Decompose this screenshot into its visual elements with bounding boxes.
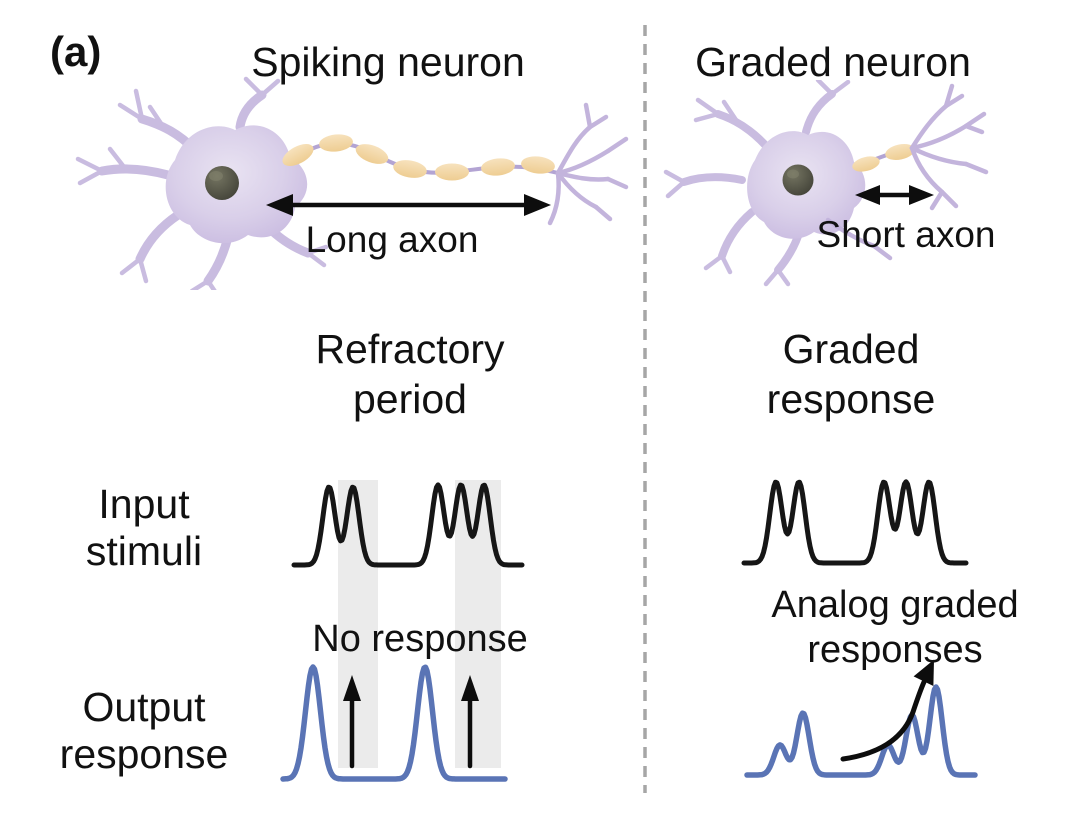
axon-terminal	[825, 83, 989, 261]
output-response-label: Output response	[59, 684, 229, 777]
graded-response-heading: Graded response	[766, 326, 936, 422]
graded-neuron-illustration	[663, 80, 989, 287]
input-stimuli-label: Input stimuli	[85, 481, 203, 574]
dendrites	[663, 80, 851, 287]
input-stimuli-waveform-right	[741, 479, 969, 566]
panel-label: (a)	[50, 28, 102, 75]
short-axon-label: Short axon	[816, 214, 996, 255]
refractory-period-heading: Refractory period	[315, 326, 505, 422]
nucleus-highlight	[787, 169, 799, 179]
no-response-arrow	[343, 675, 361, 769]
short-axon-arrow	[855, 185, 934, 205]
analog-graded-annotation: Analog graded responses	[771, 584, 1019, 671]
no-response-arrow	[461, 675, 479, 769]
myelin-segments	[852, 144, 915, 172]
myelin-segments	[282, 134, 555, 181]
output-response-waveform-left	[280, 664, 508, 782]
output-response-waveform-right	[744, 684, 978, 778]
right-column-title: Graded neuron	[695, 39, 971, 85]
long-axon-label: Long axon	[305, 219, 479, 260]
long-axon-arrow	[266, 194, 551, 216]
graded-annotation-arrow	[840, 659, 935, 762]
spiking-neuron-illustration	[75, 76, 629, 290]
axon-terminal	[547, 102, 629, 226]
no-response-annotation: No response	[312, 618, 528, 660]
nucleus-highlight	[209, 171, 223, 181]
left-column-title: Spiking neuron	[251, 39, 525, 85]
input-stimuli-waveform-left	[291, 482, 525, 568]
